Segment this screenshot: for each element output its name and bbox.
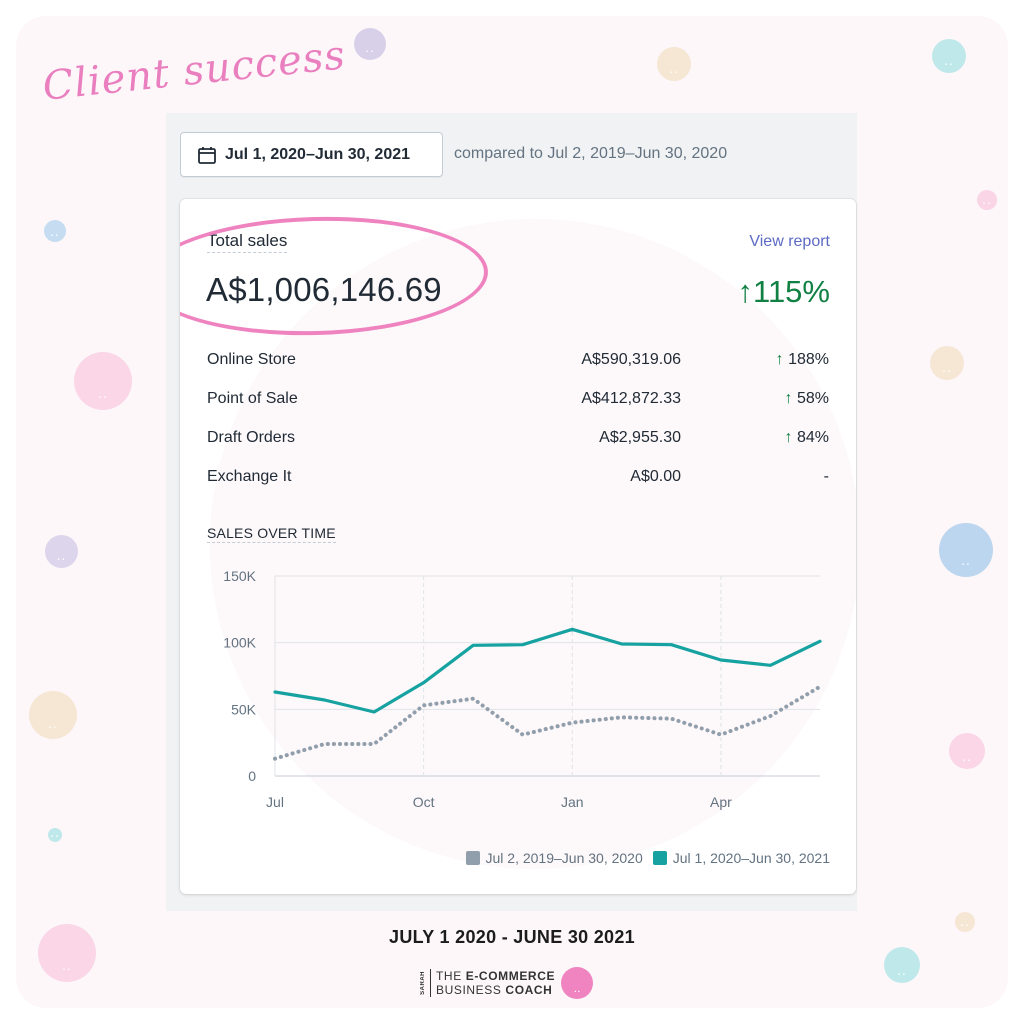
- logo-the: THE: [436, 969, 466, 983]
- y-tick-label: 0: [248, 768, 256, 784]
- logo-line-2: BUSINESS COACH: [436, 983, 555, 997]
- sales-line-chart: 150K 100K 50K 0 Jul Oct Jan Apr: [223, 568, 822, 810]
- brand-logo: SARAH THE E-COMMERCE BUSINESS COACH: [420, 966, 594, 1000]
- decorative-dot: [977, 190, 997, 210]
- chart-title: SALES OVER TIME: [207, 525, 336, 543]
- total-sales-label: Total sales: [207, 231, 288, 253]
- channel-change: ↑ 58%: [785, 390, 829, 408]
- decorative-dot: [38, 924, 96, 982]
- channel-name: Online Store: [207, 351, 296, 368]
- decorative-dot: [657, 47, 691, 81]
- calendar-icon: [198, 146, 216, 164]
- date-caption: JULY 1 2020 - JUNE 30 2021: [389, 927, 635, 947]
- compare-text: compared to Jul 2, 2019–Jun 30, 2020: [454, 145, 728, 162]
- legend-label: Jul 2, 2019–Jun 30, 2020: [485, 850, 643, 866]
- logo-business: BUSINESS: [436, 983, 506, 997]
- logo-text: THE E-COMMERCE BUSINESS COACH: [436, 969, 555, 997]
- decorative-dot: [44, 220, 66, 242]
- up-arrow-icon: ↑: [784, 429, 797, 446]
- channel-amount: A$590,319.06: [581, 351, 681, 368]
- up-arrow-icon: ↑: [775, 351, 789, 368]
- view-report-link[interactable]: View report: [749, 233, 830, 250]
- total-change-value: 115%: [753, 274, 830, 309]
- x-tick-label: Oct: [413, 794, 435, 810]
- watermark: [210, 219, 856, 869]
- table-row: Draft Orders A$2,955.30 ↑ 84%: [207, 429, 829, 453]
- table-row: Exchange It A$0.00 -: [207, 468, 829, 492]
- total-sales-card: Total sales A$1,006,146.69 View report ↑…: [180, 199, 856, 894]
- series-line-previous: [273, 684, 822, 761]
- x-tick-label: Jul: [266, 794, 284, 810]
- y-tick-label: 50K: [231, 701, 257, 717]
- decorative-dot: [29, 691, 77, 739]
- logo-line-1: THE E-COMMERCE: [436, 969, 555, 983]
- decorative-dot: [884, 947, 920, 983]
- logo-ecommerce: E-COMMERCE: [465, 969, 556, 983]
- y-tick-label: 150K: [223, 568, 256, 584]
- up-arrow-icon: ↑: [737, 274, 754, 309]
- channel-change: ↑ 84%: [785, 429, 829, 447]
- x-tick-label: Apr: [710, 794, 732, 810]
- channel-change: ↑ 188%: [776, 351, 829, 369]
- logo-divider: [430, 969, 431, 997]
- channel-change-value: 188%: [788, 351, 829, 368]
- channel-change-value: 84%: [796, 429, 829, 446]
- decorative-dot: [932, 39, 966, 73]
- y-tick-label: 100K: [223, 635, 256, 651]
- decorative-dot: [354, 28, 386, 60]
- date-range-label: Jul 1, 2020–Jun 30, 2021: [225, 145, 411, 163]
- series-line-current: [273, 627, 822, 714]
- logo-dot: [561, 967, 594, 999]
- decorative-dot: [45, 535, 78, 568]
- channel-name: Exchange It: [207, 468, 292, 485]
- legend-item: Jul 2, 2019–Jun 30, 2020: [465, 850, 643, 866]
- decorative-dot: [74, 352, 132, 410]
- legend-item: Jul 1, 2020–Jun 30, 2021: [652, 850, 830, 866]
- decorative-dot: [949, 733, 985, 769]
- channel-amount: A$0.00: [630, 468, 681, 485]
- chart-legend: Jul 2, 2019–Jun 30, 2020 Jul 1, 2020–Jun…: [456, 850, 830, 866]
- channel-name: Draft Orders: [207, 429, 296, 446]
- legend-swatch: [465, 851, 480, 865]
- date-range-button[interactable]: Jul 1, 2020–Jun 30, 2021: [180, 132, 443, 177]
- legend-swatch: [652, 851, 667, 865]
- x-tick-label: Jan: [561, 794, 584, 810]
- decorative-dot: [955, 912, 975, 932]
- channel-amount: A$2,955.30: [599, 429, 681, 446]
- total-change: ↑115%: [738, 274, 831, 310]
- channel-change-value: 58%: [796, 390, 829, 407]
- decorative-dot: [48, 827, 62, 842]
- table-row: Online Store A$590,319.06 ↑ 188%: [207, 351, 829, 375]
- channel-name: Point of Sale: [207, 390, 298, 407]
- logo-coach: COACH: [505, 983, 553, 997]
- logo-vertical-text: SARAH: [420, 971, 426, 995]
- decorative-dot: [939, 523, 993, 577]
- channel-change: -: [823, 468, 829, 485]
- channel-amount: A$412,872.33: [581, 390, 681, 407]
- decorative-dot: [930, 346, 964, 380]
- legend-label: Jul 1, 2020–Jun 30, 2021: [672, 850, 830, 866]
- total-sales-value: A$1,006,146.69: [206, 271, 442, 308]
- up-arrow-icon: ↑: [784, 390, 797, 407]
- table-row: Point of Sale A$412,872.33 ↑ 58%: [207, 390, 829, 414]
